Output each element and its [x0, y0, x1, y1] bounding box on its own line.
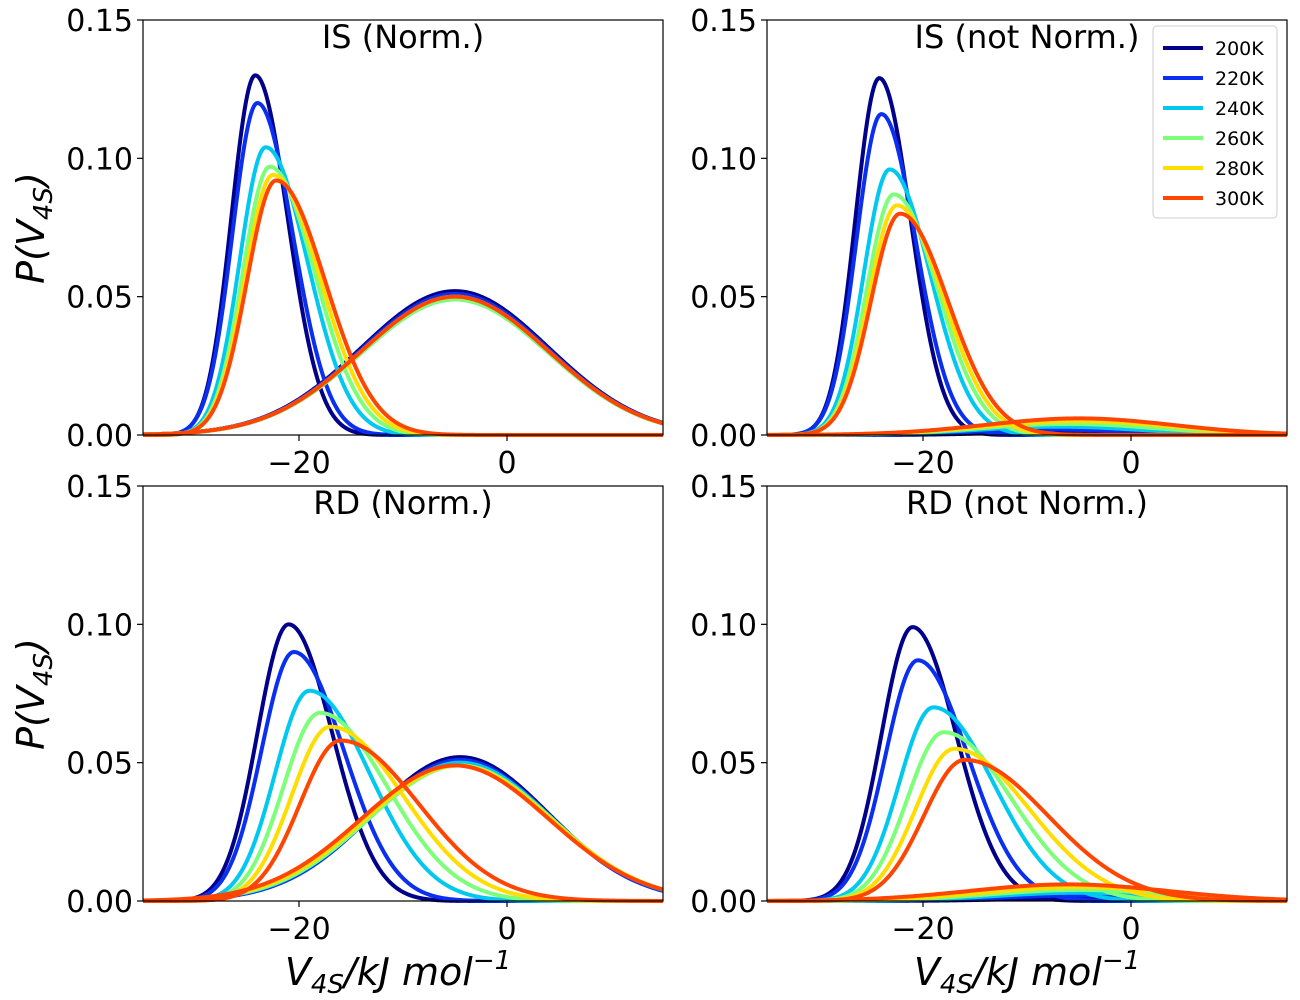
y-tick-label: 0.05: [66, 281, 133, 316]
y-tick-label: 0.15: [66, 470, 133, 505]
x-tick-label: −20: [891, 446, 954, 481]
y-ticks: 0.00 0.05 0.10 0.15: [66, 470, 143, 920]
panel-rd-norm: RD (Norm.) 0.00 0.05 0.10 0.15 −20 0: [66, 470, 664, 947]
legend-label-200K: 200K: [1215, 38, 1264, 60]
series-220K-peak1-line: [766, 658, 1288, 903]
y-ticks: 0.00 0.05 0.10 0.15: [690, 470, 767, 920]
y-tick-label: 0.10: [66, 142, 133, 177]
legend-label-280K: 280K: [1215, 158, 1264, 180]
x-tick-label: −20: [891, 912, 954, 947]
panel-title: RD (Norm.): [313, 484, 492, 522]
panel-is-not-norm: IS (not Norm.) 0.00 0.05 0.10 0.15 −20 0 200…: [690, 4, 1288, 481]
legend-label-240K: 240K: [1215, 98, 1264, 120]
x-tick-label: 0: [1121, 446, 1140, 481]
y-tick-label: 0.00: [690, 885, 757, 920]
panel-rd-not-norm: RD (not Norm.) 0.00 0.05 0.10 0.15 −20 0: [690, 470, 1288, 947]
y-tick-label: 0.00: [66, 419, 133, 454]
panel-is-norm: IS (Norm.) 0.00 0.05 0.10 0.15 −20 0: [66, 4, 664, 481]
y-tick-label: 0.10: [690, 608, 757, 643]
panel-title: RD (not Norm.): [906, 484, 1148, 522]
panel-title: IS (Norm.): [322, 18, 484, 56]
x-tick-label: 0: [497, 912, 516, 947]
x-ticks: −20 0: [267, 901, 517, 947]
x-tick-label: −20: [267, 912, 330, 947]
curves: [142, 73, 664, 437]
panel-title: IS (not Norm.): [915, 18, 1140, 56]
series-200K-peak1-line: [766, 625, 1288, 903]
series-300K-peak1-line: [766, 757, 1288, 903]
x-axis-label-right: V4S/kJ mol−1: [914, 946, 1140, 1000]
y-tick-label: 0.05: [690, 281, 757, 316]
x-tick-label: −20: [267, 446, 330, 481]
y-ticks: 0.00 0.05 0.10 0.15: [66, 4, 143, 454]
y-tick-label: 0.10: [690, 142, 757, 177]
curves: [142, 622, 664, 903]
legend: 200K 220K 240K 260K 280K 300K: [1152, 25, 1278, 219]
axes-frame: [766, 485, 1288, 902]
legend-label-260K: 260K: [1215, 128, 1264, 150]
axes-frame: [766, 19, 1288, 436]
legend-label-300K: 300K: [1215, 188, 1264, 210]
y-tick-label: 0.00: [66, 885, 133, 920]
x-tick-label: 0: [1121, 912, 1140, 947]
series-300K-peak1-line: [142, 738, 664, 903]
y-axis-label-bottom: P(V4S): [9, 638, 59, 750]
series-300K-peak2-line: [142, 294, 664, 437]
axes-frame: [142, 19, 664, 436]
axes-frame: [142, 485, 664, 902]
x-ticks: −20 0: [267, 435, 517, 481]
y-tick-label: 0.15: [66, 4, 133, 39]
curves: [766, 625, 1288, 903]
y-axis-label-top: P(V4S): [9, 172, 59, 284]
x-tick-label: 0: [497, 446, 516, 481]
y-ticks: 0.00 0.05 0.10 0.15: [690, 4, 767, 454]
y-tick-label: 0.05: [66, 747, 133, 782]
y-tick-label: 0.00: [690, 419, 757, 454]
y-tick-label: 0.15: [690, 4, 757, 39]
y-tick-label: 0.10: [66, 608, 133, 643]
series-300K-peak2-line: [766, 416, 1288, 437]
y-tick-label: 0.05: [690, 747, 757, 782]
x-ticks: −20 0: [891, 901, 1141, 947]
y-tick-label: 0.15: [690, 470, 757, 505]
series-200K-peak1-line: [142, 622, 664, 903]
x-axis-label-left: V4S/kJ mol−1: [285, 946, 511, 1000]
series-220K-peak1-line: [142, 650, 664, 903]
x-ticks: −20 0: [891, 435, 1141, 481]
legend-label-220K: 220K: [1215, 68, 1264, 90]
